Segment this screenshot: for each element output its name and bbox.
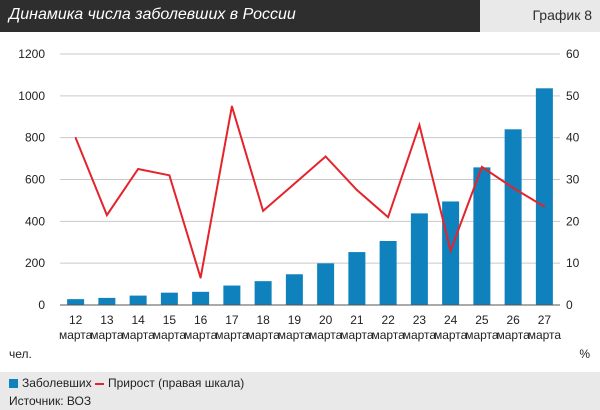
x-tick-label-month: марта bbox=[153, 328, 187, 342]
bar bbox=[129, 295, 147, 305]
bar bbox=[504, 129, 522, 305]
bar bbox=[254, 281, 272, 305]
growth-point bbox=[106, 214, 108, 216]
growth-point bbox=[356, 189, 358, 191]
x-tick-label-month: марта bbox=[59, 328, 93, 342]
x-tick-label-month: марта bbox=[403, 328, 437, 342]
chart-svg: 020040060080010001200010203040506012март… bbox=[9, 47, 590, 361]
growth-point bbox=[512, 187, 514, 189]
y-right-unit-label: % bbox=[579, 347, 590, 361]
y-right-tick-label: 20 bbox=[566, 214, 580, 228]
x-tick-label-month: марта bbox=[434, 328, 468, 342]
growth-point bbox=[387, 216, 389, 218]
y-left-tick-label: 400 bbox=[25, 214, 45, 228]
plot-panel: 0 200 400 600 800 1000 1200 0 10 20 30 40 50 60 12 март… bbox=[0, 32, 600, 372]
growth-point bbox=[199, 277, 202, 279]
bar bbox=[348, 252, 366, 305]
legend: Заболевших Прирост (правая шкала) bbox=[0, 372, 600, 392]
x-tick-label-day: 21 bbox=[350, 313, 364, 327]
growth-point bbox=[543, 205, 546, 208]
bar bbox=[535, 88, 553, 305]
legend-bar-label: Заболевших bbox=[22, 376, 92, 390]
x-tick-label-month: марта bbox=[184, 328, 218, 342]
growth-line bbox=[74, 106, 545, 279]
x-tick-label-day: 15 bbox=[163, 313, 177, 327]
bar bbox=[223, 285, 241, 305]
x-tick-label-day: 20 bbox=[319, 313, 333, 327]
chart-number-label: График 8 bbox=[532, 7, 592, 23]
y-right-tick-label: 50 bbox=[566, 89, 580, 103]
bar bbox=[285, 274, 303, 305]
x-tick-label-day: 14 bbox=[131, 313, 145, 327]
x-tick-label-day: 13 bbox=[100, 313, 114, 327]
growth-point bbox=[137, 168, 139, 170]
growth-point bbox=[293, 182, 296, 185]
x-tick-label-day: 19 bbox=[288, 313, 302, 327]
x-tick-label-month: марта bbox=[309, 328, 343, 342]
y-right-tick-label: 10 bbox=[566, 256, 580, 270]
y-left-tick-label: 0 bbox=[38, 298, 45, 312]
x-tick-label-day: 26 bbox=[506, 313, 520, 327]
y-left-tick-label: 600 bbox=[25, 173, 45, 187]
x-tick-label-month: марта bbox=[371, 328, 405, 342]
x-tick-label-month: марта bbox=[215, 328, 249, 342]
x-tick-label-month: марта bbox=[496, 328, 530, 342]
legend-bar-swatch bbox=[9, 379, 18, 389]
x-tick-label-month: марта bbox=[246, 328, 280, 342]
y-right-tick-label: 30 bbox=[566, 173, 580, 187]
x-tick-label-day: 22 bbox=[381, 313, 395, 327]
y-right-tick-label: 40 bbox=[566, 131, 580, 145]
growth-point bbox=[418, 124, 421, 126]
bar bbox=[160, 292, 178, 305]
x-tick-label-day: 23 bbox=[413, 313, 427, 327]
x-tick-label-month: марта bbox=[121, 328, 155, 342]
y-right-tick-label: 0 bbox=[566, 298, 573, 312]
x-tick-label-day: 18 bbox=[256, 313, 270, 327]
y-right-tick-label: 60 bbox=[566, 47, 580, 61]
chart-header: Динамика числа заболевших в России Графи… bbox=[0, 0, 600, 32]
bar bbox=[67, 299, 85, 305]
x-tick-label-day: 24 bbox=[444, 313, 458, 327]
y-left-tick-label: 1200 bbox=[18, 47, 45, 61]
x-tick-label-day: 16 bbox=[194, 313, 208, 327]
bar bbox=[98, 297, 116, 305]
growth-point bbox=[74, 136, 77, 139]
x-tick-label-day: 25 bbox=[475, 313, 489, 327]
y-left-tick-label: 200 bbox=[25, 256, 45, 270]
legend-line-label: Прирост (правая шкала) bbox=[108, 376, 245, 390]
growth-point bbox=[262, 210, 264, 212]
x-tick-label-day: 27 bbox=[538, 313, 552, 327]
legend-item-line: Прирост (правая шкала) bbox=[95, 376, 244, 390]
growth-point bbox=[231, 105, 233, 108]
x-tick-label-day: 12 bbox=[69, 313, 83, 327]
x-tick-label-day: 17 bbox=[225, 313, 239, 327]
chart-title: Динамика числа заболевших в России bbox=[9, 6, 296, 23]
x-tick-label-month: марта bbox=[90, 328, 124, 342]
x-tick-label-month: марта bbox=[528, 328, 562, 342]
legend-item-bars: Заболевших bbox=[9, 376, 92, 390]
bar bbox=[317, 263, 335, 305]
growth-point bbox=[449, 249, 452, 252]
y-left-tick-label: 1000 bbox=[18, 89, 45, 103]
x-tick-label-month: марта bbox=[340, 328, 374, 342]
bar bbox=[192, 291, 210, 305]
y-left-tick-label: 800 bbox=[25, 131, 45, 145]
legend-line-swatch bbox=[95, 382, 104, 385]
growth-point bbox=[481, 166, 483, 168]
bar bbox=[410, 213, 428, 305]
x-tick-label-month: марта bbox=[278, 328, 312, 342]
title-bar: Динамика числа заболевших в России bbox=[0, 0, 480, 32]
source-note: Источник: ВОЗ bbox=[9, 394, 92, 408]
bar bbox=[473, 167, 491, 305]
growth-point bbox=[324, 155, 327, 158]
growth-point bbox=[168, 174, 171, 177]
x-tick-label-month: марта bbox=[465, 328, 499, 342]
y-left-unit-label: чел. bbox=[9, 347, 32, 361]
bar bbox=[379, 240, 397, 305]
